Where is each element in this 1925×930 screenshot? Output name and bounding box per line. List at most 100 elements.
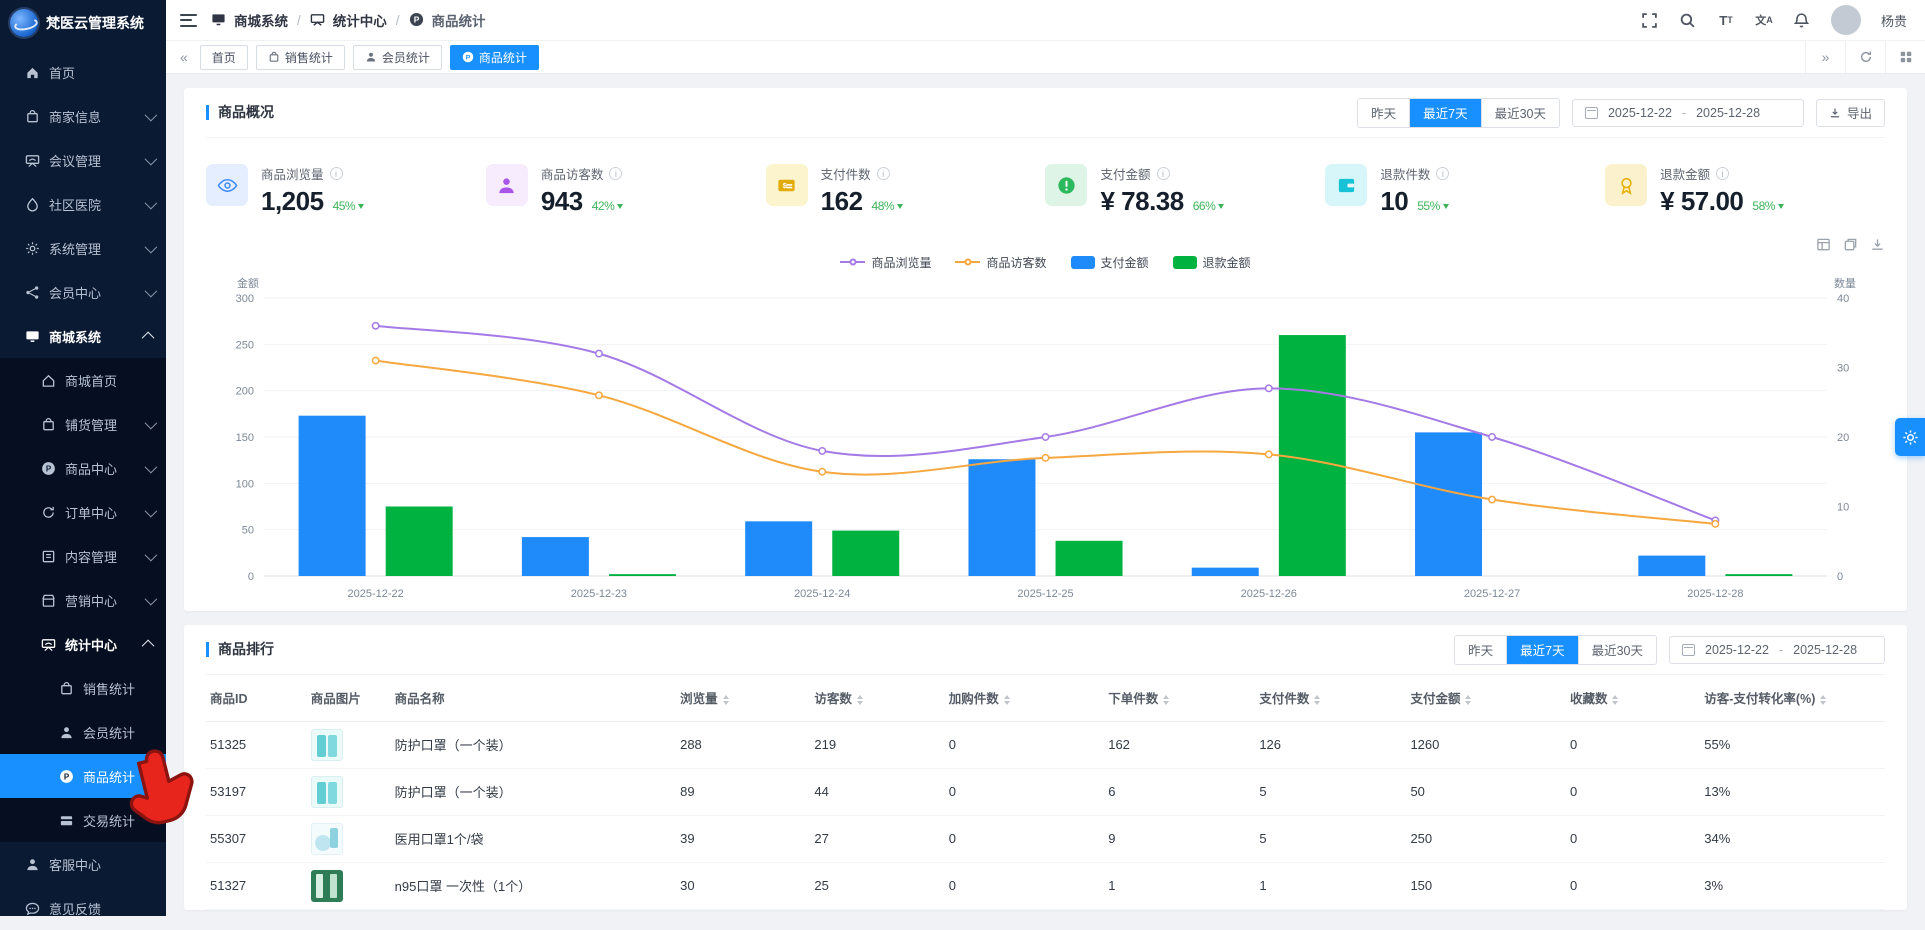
range-7days-button[interactable]: 最近7天 bbox=[1409, 99, 1480, 127]
column-header[interactable]: 加购件数 bbox=[945, 675, 1105, 721]
sidebar-item-merchant-info[interactable]: 商家信息 bbox=[0, 94, 166, 138]
range-7days-button[interactable]: 最近7天 bbox=[1506, 636, 1577, 664]
range-30days-button[interactable]: 最近30天 bbox=[1481, 99, 1559, 127]
tabs-scroll-left-icon[interactable]: « bbox=[176, 49, 192, 65]
bell-icon[interactable] bbox=[1793, 11, 1811, 29]
column-header[interactable]: 收藏数 bbox=[1566, 675, 1700, 721]
sidebar-item-product-stats[interactable]: P商品统计 bbox=[0, 754, 166, 798]
column-header[interactable]: 访客数 bbox=[810, 675, 944, 721]
refresh-icon[interactable] bbox=[1845, 41, 1885, 73]
legend-item[interactable]: 商品浏览量 bbox=[840, 254, 931, 271]
info-icon[interactable]: i bbox=[330, 167, 343, 180]
range-yesterday-button[interactable]: 昨天 bbox=[1455, 636, 1506, 664]
kpi-label: 商品访客数 bbox=[541, 164, 604, 183]
sort-caret-icon[interactable] bbox=[723, 692, 729, 708]
tab-home[interactable]: 首页 bbox=[200, 45, 248, 70]
legend-item[interactable]: 支付金额 bbox=[1071, 254, 1149, 271]
svg-text:40: 40 bbox=[1837, 293, 1849, 305]
kpi-delta[interactable]: 42% bbox=[592, 199, 624, 213]
sort-caret-icon[interactable] bbox=[1465, 692, 1471, 708]
sort-caret-icon[interactable] bbox=[1314, 692, 1320, 708]
sidebar-item-product-center[interactable]: P商品中心 bbox=[0, 446, 166, 490]
column-header[interactable]: 访客-支付转化率(%) bbox=[1700, 675, 1885, 721]
user-name[interactable]: 杨贵 bbox=[1881, 11, 1907, 30]
sidebar-item-meeting-mgmt[interactable]: 会议管理 bbox=[0, 138, 166, 182]
date-range-picker[interactable]: 2025-12-22 - 2025-12-28 bbox=[1669, 636, 1885, 664]
sidebar-submenu: 商城首页铺货管理P商品中心订单中心内容管理营销中心统计中心销售统计会员统计P商品… bbox=[0, 358, 166, 842]
kpi-delta[interactable]: 48% bbox=[872, 199, 904, 213]
sidebar-item-mall-home[interactable]: 商城首页 bbox=[0, 358, 166, 402]
tab-product-stats[interactable]: P 商品统计 bbox=[450, 45, 539, 70]
column-header[interactable]: 浏览量 bbox=[676, 675, 810, 721]
sidebar-item-member-stats[interactable]: 会员统计 bbox=[0, 710, 166, 754]
date-range-picker[interactable]: 2025-12-22 - 2025-12-28 bbox=[1572, 99, 1804, 127]
dataview-icon[interactable] bbox=[1816, 237, 1831, 252]
sort-caret-icon[interactable] bbox=[1820, 692, 1826, 708]
sidebar-item-content-mgmt[interactable]: 内容管理 bbox=[0, 534, 166, 578]
column-header[interactable]: 下单件数 bbox=[1104, 675, 1255, 721]
font-size-icon[interactable]: TT bbox=[1717, 11, 1735, 29]
info-icon[interactable]: i bbox=[609, 167, 622, 180]
kpi-delta[interactable]: 45% bbox=[333, 199, 365, 213]
sidebar-item-order-center[interactable]: 订单中心 bbox=[0, 490, 166, 534]
range-30days-button[interactable]: 最近30天 bbox=[1578, 636, 1656, 664]
tabs-scroll-right-icon[interactable]: » bbox=[1805, 41, 1845, 73]
export-button[interactable]: 导出 bbox=[1816, 99, 1885, 127]
kpi-label: 支付金额 bbox=[1100, 164, 1150, 183]
sort-caret-icon[interactable] bbox=[857, 692, 863, 708]
sidebar-item-member-center[interactable]: 会员中心 bbox=[0, 270, 166, 314]
restore-icon[interactable] bbox=[1843, 237, 1858, 252]
language-icon[interactable]: 文A bbox=[1755, 11, 1773, 29]
download-icon[interactable] bbox=[1870, 237, 1885, 252]
sidebar-item-community-hosp[interactable]: 社区医院 bbox=[0, 182, 166, 226]
sort-caret-icon[interactable] bbox=[1004, 692, 1010, 708]
sidebar-item-sales-stats[interactable]: 销售统计 bbox=[0, 666, 166, 710]
product-thumbnail[interactable] bbox=[311, 823, 343, 855]
column-header[interactable]: 支付件数 bbox=[1255, 675, 1406, 721]
sidebar-item-service-center[interactable]: 客服中心 bbox=[0, 842, 166, 886]
legend-item[interactable]: 退款金额 bbox=[1173, 254, 1251, 271]
shop-bag-icon bbox=[58, 680, 74, 696]
sort-caret-icon[interactable] bbox=[1163, 692, 1169, 708]
gear-icon bbox=[24, 240, 40, 256]
sidebar-item-stats-center[interactable]: 统计中心 bbox=[0, 622, 166, 666]
legend-item[interactable]: 商品访客数 bbox=[955, 254, 1046, 271]
table-row[interactable]: 51327n95口罩 一次性（1个）302501115003% bbox=[206, 862, 1885, 909]
kpi-delta[interactable]: 58% bbox=[1752, 199, 1784, 213]
sidebar-item-marketing-center[interactable]: 营销中心 bbox=[0, 578, 166, 622]
info-icon[interactable]: i bbox=[1716, 167, 1729, 180]
info-icon[interactable]: i bbox=[1436, 167, 1449, 180]
info-icon[interactable]: i bbox=[877, 167, 890, 180]
range-button-group: 昨天 最近7天 最近30天 bbox=[1357, 98, 1560, 128]
cell-id: 55307 bbox=[206, 815, 307, 862]
sidebar-item-stock-mgmt[interactable]: 铺货管理 bbox=[0, 402, 166, 446]
kpi-delta[interactable]: 66% bbox=[1193, 199, 1225, 213]
sidebar-item-trade-stats[interactable]: 交易统计 bbox=[0, 798, 166, 842]
breadcrumb-item[interactable]: 商城系统 bbox=[234, 10, 288, 30]
user-avatar[interactable] bbox=[1831, 5, 1861, 35]
kpi-delta[interactable]: 55% bbox=[1417, 199, 1449, 213]
sidebar-item-mall-system[interactable]: 商城系统 bbox=[0, 314, 166, 358]
tab-sales-stats[interactable]: 销售统计 bbox=[256, 45, 345, 70]
search-icon[interactable] bbox=[1679, 11, 1697, 29]
table-row[interactable]: 53197防护口罩（一个装）894406550013% bbox=[206, 768, 1885, 815]
product-thumbnail[interactable] bbox=[311, 729, 343, 761]
column-header[interactable]: 支付金额 bbox=[1406, 675, 1566, 721]
table-row[interactable]: 51325防护口罩（一个装）28821901621261260055% bbox=[206, 721, 1885, 768]
table-row[interactable]: 55307医用口罩1个/袋3927095250034% bbox=[206, 815, 1885, 862]
product-thumbnail[interactable] bbox=[311, 870, 343, 902]
tab-member-stats[interactable]: 会员统计 bbox=[353, 45, 442, 70]
sidebar-item-feedback[interactable]: 意见反馈 bbox=[0, 886, 166, 930]
product-thumbnail[interactable] bbox=[311, 776, 343, 808]
cell-name: n95口罩 一次性（1个） bbox=[391, 862, 676, 909]
theme-settings-button[interactable] bbox=[1895, 418, 1925, 456]
info-icon[interactable]: i bbox=[1157, 167, 1170, 180]
range-yesterday-button[interactable]: 昨天 bbox=[1358, 99, 1409, 127]
layout-grid-icon[interactable] bbox=[1885, 41, 1925, 73]
collapse-menu-icon[interactable] bbox=[180, 14, 197, 27]
fullscreen-icon[interactable] bbox=[1641, 11, 1659, 29]
breadcrumb-item[interactable]: 统计中心 bbox=[333, 10, 387, 30]
sidebar-item-home[interactable]: 首页 bbox=[0, 50, 166, 94]
sidebar-item-system-mgmt[interactable]: 系统管理 bbox=[0, 226, 166, 270]
sort-caret-icon[interactable] bbox=[1612, 692, 1618, 708]
